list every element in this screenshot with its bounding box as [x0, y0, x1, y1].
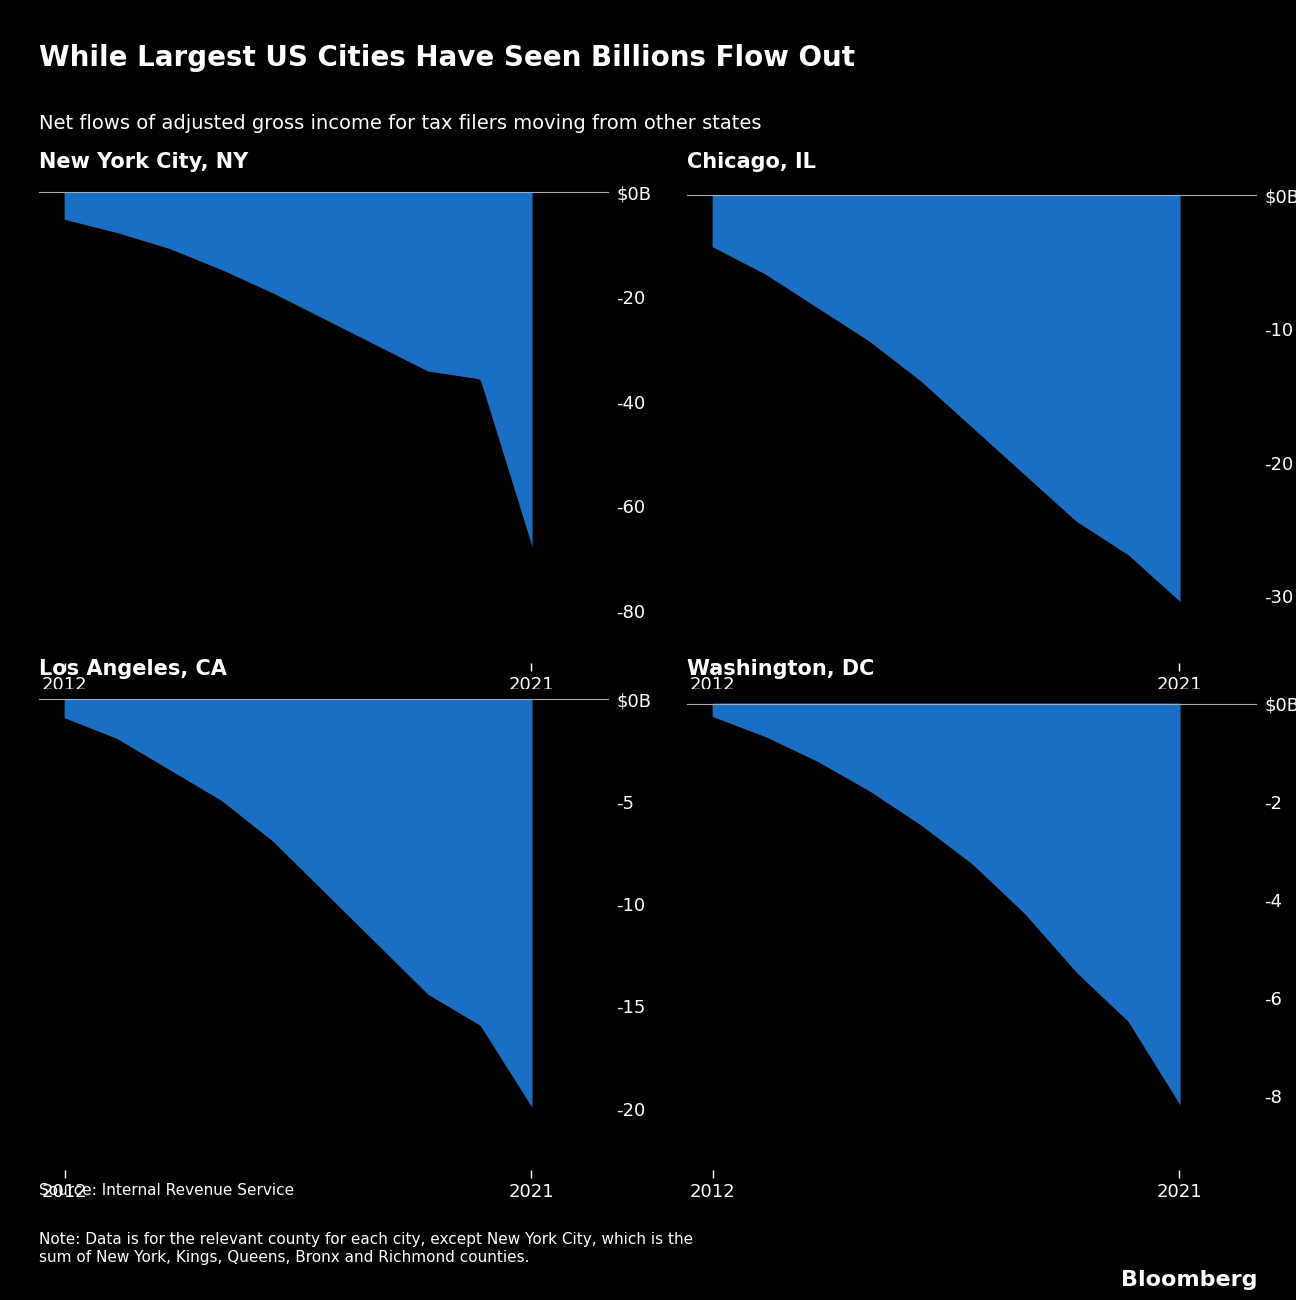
Text: While Largest US Cities Have Seen Billions Flow Out: While Largest US Cities Have Seen Billio… [39, 44, 855, 73]
Text: Net flows of adjusted gross income for tax filers moving from other states: Net flows of adjusted gross income for t… [39, 114, 761, 134]
Text: Note: Data is for the relevant county for each city, except New York City, which: Note: Data is for the relevant county fo… [39, 1232, 693, 1265]
Text: Chicago, IL: Chicago, IL [687, 152, 815, 172]
Text: Los Angeles, CA: Los Angeles, CA [39, 659, 227, 679]
Text: New York City, NY: New York City, NY [39, 152, 248, 172]
Text: Source: Internal Revenue Service: Source: Internal Revenue Service [39, 1183, 294, 1199]
Text: Washington, DC: Washington, DC [687, 659, 875, 679]
Text: Bloomberg: Bloomberg [1121, 1270, 1257, 1290]
